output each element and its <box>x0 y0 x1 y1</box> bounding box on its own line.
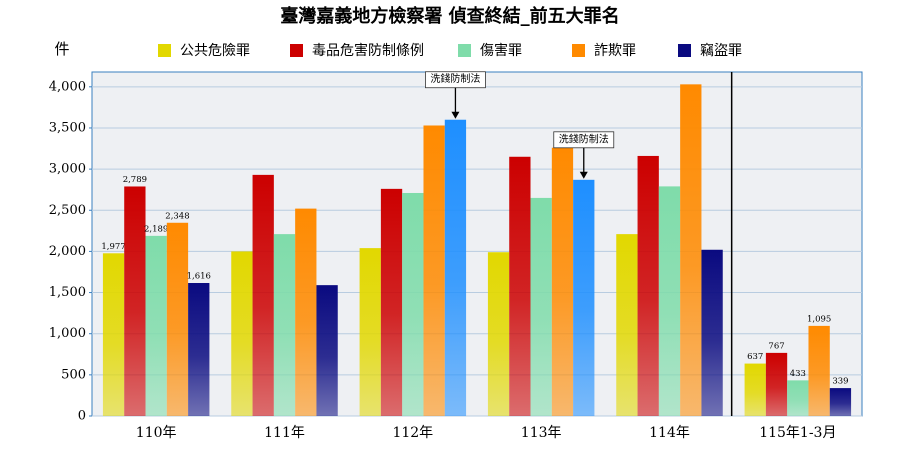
data-label: 2,348 <box>165 211 189 221</box>
bar <box>166 222 189 416</box>
x-tick-label: 111年 <box>264 425 305 441</box>
y-tick-label: 500 <box>61 367 86 382</box>
bar <box>680 84 702 417</box>
legend-swatch <box>678 44 691 57</box>
bar <box>124 186 146 416</box>
bar <box>359 248 381 416</box>
bar <box>829 388 852 416</box>
y-tick-label: 1,500 <box>49 285 86 300</box>
bar <box>658 186 681 416</box>
bar <box>188 283 210 416</box>
bar <box>744 363 766 416</box>
annotation-arrowhead <box>451 111 460 119</box>
data-label: 2,789 <box>123 175 147 185</box>
y-tick-label: 0 <box>78 409 86 424</box>
bar <box>295 208 317 416</box>
x-tick-label: 112年 <box>392 425 433 441</box>
x-tick-label: 110年 <box>136 425 177 441</box>
y-tick-label: 2,500 <box>49 203 86 218</box>
bar <box>530 197 552 416</box>
bar <box>102 253 125 416</box>
bar <box>787 380 809 416</box>
bar <box>573 179 595 416</box>
data-label: 767 <box>768 341 784 351</box>
y-axis-label: 件 <box>54 40 69 58</box>
annotation-text: 洗錢防制法 <box>430 72 480 85</box>
bar <box>551 147 574 416</box>
plot-area <box>91 71 863 417</box>
legend-swatch <box>290 44 303 57</box>
bar <box>145 235 167 416</box>
data-label: 339 <box>832 377 848 387</box>
legend-label: 詐欺罪 <box>594 43 636 59</box>
bar <box>701 249 723 416</box>
annotation-arrowhead <box>579 171 588 179</box>
y-tick-label: 2,000 <box>49 244 86 259</box>
bar <box>423 125 445 416</box>
data-label: 1,616 <box>187 272 211 282</box>
legend-swatch <box>158 44 171 57</box>
annotation-text: 洗錢防制法 <box>559 132 609 145</box>
y-tick-label: 3,000 <box>49 162 86 177</box>
bar <box>765 352 788 416</box>
data-label: 1,977 <box>101 242 125 252</box>
y-tick-label: 1,000 <box>49 326 86 341</box>
bar <box>808 325 830 416</box>
legend-swatch <box>458 44 471 57</box>
legend-label: 竊盜罪 <box>700 43 742 59</box>
x-tick-label: 114年 <box>649 425 690 441</box>
bar <box>637 155 659 417</box>
legend-label: 公共危險罪 <box>180 43 250 59</box>
bar <box>402 192 424 416</box>
data-label: 637 <box>747 352 763 362</box>
legend-label: 傷害罪 <box>480 43 522 59</box>
data-label: 1,095 <box>807 314 831 324</box>
bar <box>487 252 510 416</box>
y-tick-label: 3,500 <box>49 120 86 135</box>
bar <box>380 188 403 416</box>
chart-title: 臺灣嘉義地方檢察署 偵查終結_前五大罪名 <box>280 5 619 27</box>
bar <box>252 174 274 416</box>
legend-swatch <box>572 44 585 57</box>
y-tick-label: 4,000 <box>49 79 86 94</box>
bar <box>616 234 638 416</box>
bar <box>509 156 531 416</box>
bar <box>231 251 253 416</box>
bar <box>316 285 338 416</box>
x-tick-label: 113年 <box>521 425 562 441</box>
legend-label: 毒品危害防制條例 <box>312 43 424 59</box>
bar <box>273 234 296 416</box>
data-label: 2,189 <box>144 224 168 234</box>
bar <box>444 119 467 416</box>
data-label: 433 <box>790 369 806 379</box>
x-tick-label: 115年1-3月 <box>759 425 836 441</box>
